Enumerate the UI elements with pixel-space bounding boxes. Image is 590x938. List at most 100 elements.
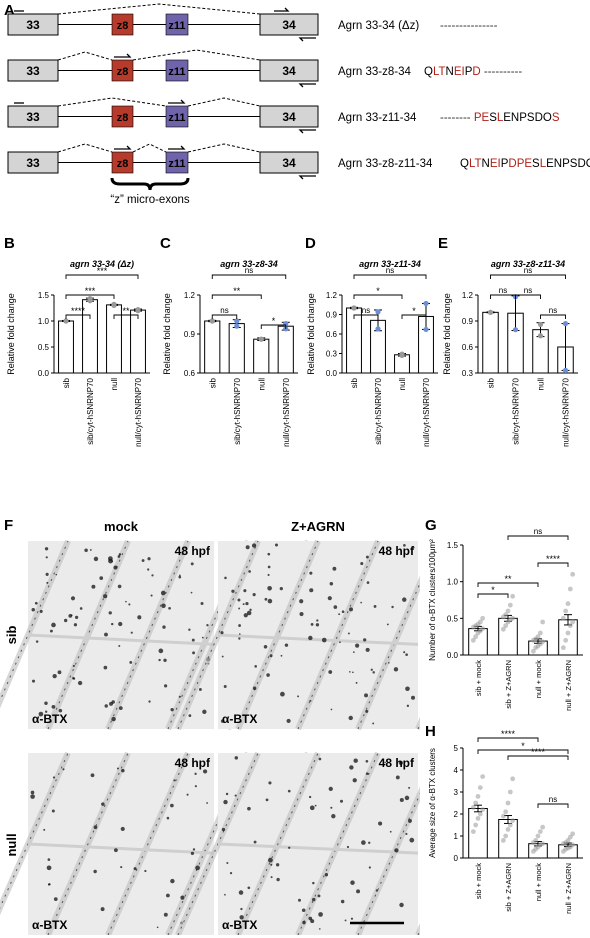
x-tick-label: sib/cyt-hSNRNP70 bbox=[86, 377, 95, 444]
exon-33 bbox=[7, 59, 59, 82]
y-tick-label: 1.2 bbox=[184, 291, 196, 300]
btx-puncta bbox=[51, 622, 56, 628]
btx-puncta bbox=[411, 695, 416, 700]
btx-puncta bbox=[254, 665, 257, 668]
data-point bbox=[563, 608, 569, 614]
data-point bbox=[477, 811, 483, 817]
btx-puncta bbox=[108, 556, 113, 561]
btx-puncta bbox=[330, 806, 333, 809]
btx-puncta bbox=[243, 613, 248, 618]
btx-puncta bbox=[378, 821, 383, 826]
data-point bbox=[111, 301, 117, 307]
btx-puncta bbox=[353, 758, 358, 763]
btx-puncta bbox=[238, 637, 241, 640]
btx-puncta bbox=[44, 710, 48, 713]
y-axis-label: Average size of α-BTX clusters bbox=[428, 748, 437, 858]
btx-puncta bbox=[44, 701, 48, 705]
isoform-row: 33 34 z8 z11 Agrn 33-z8-34 QLTNEIPD ---------… bbox=[7, 49, 522, 88]
peptide-segment: PE bbox=[474, 112, 490, 124]
btx-puncta bbox=[348, 715, 353, 721]
btx-puncta bbox=[111, 622, 114, 626]
panel-letter-h: H bbox=[425, 723, 436, 740]
peptide-segment: LT bbox=[433, 66, 446, 78]
exon-33 bbox=[7, 151, 59, 174]
btx-puncta bbox=[108, 611, 112, 615]
btx-puncta bbox=[74, 615, 79, 619]
btx-puncta bbox=[72, 676, 75, 680]
btx-puncta bbox=[402, 597, 407, 602]
chart-title: agrn 33-34 (Δz) bbox=[70, 259, 134, 269]
y-tick-label: 1 bbox=[454, 832, 459, 841]
btx-puncta bbox=[111, 716, 116, 722]
btx-puncta bbox=[333, 605, 338, 609]
bar bbox=[277, 325, 294, 374]
btx-puncta bbox=[372, 671, 375, 674]
significance-label: ** bbox=[504, 574, 512, 584]
btx-puncta bbox=[309, 588, 314, 593]
btx-puncta bbox=[238, 890, 244, 895]
data-point bbox=[570, 619, 576, 625]
significance-label: ns bbox=[524, 266, 532, 275]
bar bbox=[228, 323, 245, 374]
data-point bbox=[533, 838, 539, 843]
significance-bracket bbox=[540, 314, 566, 319]
significance-bracket bbox=[353, 294, 403, 299]
btx-puncta bbox=[252, 593, 256, 597]
significance-label: ns bbox=[499, 286, 507, 295]
btx-puncta bbox=[79, 607, 83, 610]
btx-puncta bbox=[301, 908, 306, 913]
btx-puncta bbox=[399, 797, 404, 802]
btx-puncta bbox=[364, 693, 369, 698]
btx-puncta bbox=[118, 621, 123, 627]
data-point bbox=[470, 805, 476, 810]
row-label-sib: sib bbox=[4, 626, 19, 645]
x-tick-label: sib bbox=[62, 377, 71, 388]
btx-puncta bbox=[168, 606, 171, 610]
x-tick-label: null/cyt-hSNRNP70 bbox=[282, 377, 291, 446]
y-tick-label: 1.0 bbox=[447, 578, 459, 587]
btx-puncta bbox=[178, 695, 181, 698]
btx-puncta bbox=[31, 679, 36, 683]
btx-puncta bbox=[116, 767, 119, 770]
y-tick-label: 1.0 bbox=[38, 317, 50, 326]
btx-puncta bbox=[220, 631, 224, 635]
y-tick-label: 0.9 bbox=[326, 311, 338, 320]
btx-puncta bbox=[118, 553, 122, 556]
significance-bracket bbox=[537, 803, 569, 808]
significance-label: * bbox=[412, 306, 416, 316]
btx-puncta bbox=[55, 573, 58, 576]
btx-puncta bbox=[247, 886, 251, 890]
data-point bbox=[209, 318, 215, 324]
significance-label: ns bbox=[386, 266, 394, 275]
data-point bbox=[505, 608, 511, 614]
btx-puncta bbox=[308, 795, 312, 799]
significance-label: * bbox=[521, 741, 525, 751]
primer-forward-arrow bbox=[168, 145, 186, 150]
btx-puncta bbox=[387, 661, 390, 664]
panel-letter-f: F bbox=[4, 517, 14, 534]
data-point bbox=[135, 306, 141, 313]
significance-label: * bbox=[491, 585, 495, 595]
data-point bbox=[475, 816, 481, 821]
btx-puncta bbox=[93, 556, 99, 562]
x-tick-label: sib + Z+AGRN bbox=[504, 660, 513, 709]
timepoint-label: 48 hpf bbox=[175, 756, 211, 770]
microexon-z11 bbox=[165, 151, 189, 174]
btx-cluster-line bbox=[167, 752, 249, 935]
btx-puncta bbox=[91, 584, 96, 589]
btx-cluster-line bbox=[297, 752, 379, 935]
btx-puncta bbox=[114, 848, 118, 853]
data-point bbox=[507, 602, 513, 608]
x-tick-label: sib bbox=[487, 377, 496, 388]
btx-puncta bbox=[238, 633, 241, 635]
btx-puncta bbox=[373, 604, 377, 608]
btx-cluster-line bbox=[357, 792, 420, 935]
x-tick-label: null bbox=[257, 378, 266, 391]
microexon-z8-label: z8 bbox=[117, 20, 129, 32]
btx-puncta bbox=[109, 701, 113, 706]
data-point bbox=[87, 296, 93, 302]
btx-puncta bbox=[190, 562, 194, 566]
x-tick-label: sib + mock bbox=[474, 660, 483, 696]
y-tick-label: 0.5 bbox=[38, 343, 50, 352]
